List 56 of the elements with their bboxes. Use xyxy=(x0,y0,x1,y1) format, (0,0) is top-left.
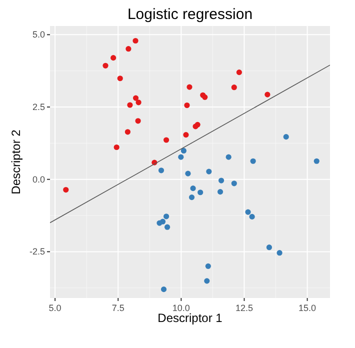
x-tick-label: 10.0 xyxy=(172,303,190,313)
point xyxy=(245,209,251,215)
point xyxy=(276,250,282,256)
y-tick-label: 0.0 xyxy=(32,174,45,184)
point xyxy=(180,148,186,154)
point xyxy=(266,244,272,250)
point xyxy=(63,186,69,193)
point xyxy=(205,263,211,269)
point xyxy=(198,190,204,196)
point xyxy=(126,46,132,52)
point xyxy=(184,102,190,108)
y-tick-label: -2.5 xyxy=(29,246,45,257)
point xyxy=(132,38,138,44)
point xyxy=(218,178,224,184)
point xyxy=(206,168,212,174)
point xyxy=(314,158,320,164)
point xyxy=(132,95,139,101)
point xyxy=(186,84,192,90)
point xyxy=(117,76,123,82)
y-tick-label: 5.0 xyxy=(32,30,45,40)
point xyxy=(188,194,195,200)
point xyxy=(226,154,232,160)
point xyxy=(264,92,270,98)
point xyxy=(204,278,210,284)
y-tick-label: 2.5 xyxy=(32,102,45,112)
y-axis-title: Descriptor 2 xyxy=(9,129,23,194)
x-tick-label: 12.5 xyxy=(235,303,253,313)
point xyxy=(217,189,224,195)
point xyxy=(135,118,141,124)
point xyxy=(178,154,184,160)
point xyxy=(158,168,164,174)
x-tick-label: 15.0 xyxy=(298,303,316,313)
point xyxy=(163,137,170,143)
point xyxy=(164,224,170,230)
point xyxy=(114,144,120,150)
point xyxy=(250,158,256,164)
point xyxy=(127,102,133,108)
x-tick-label: 5.0 xyxy=(48,303,62,313)
point xyxy=(156,220,162,226)
point xyxy=(231,84,237,90)
point xyxy=(124,129,130,135)
point xyxy=(231,180,237,186)
point xyxy=(136,100,142,106)
x-tick-label: 7.5 xyxy=(112,303,124,313)
point xyxy=(163,214,170,220)
point xyxy=(183,132,189,138)
point xyxy=(249,214,255,220)
point xyxy=(283,134,289,140)
point xyxy=(110,55,116,61)
point xyxy=(102,62,108,68)
chart-title: Logistic regression xyxy=(127,6,253,23)
x-axis-title: Descriptor 1 xyxy=(158,311,223,325)
point xyxy=(160,286,167,292)
point xyxy=(185,170,191,176)
point xyxy=(236,70,242,76)
point xyxy=(190,186,196,192)
